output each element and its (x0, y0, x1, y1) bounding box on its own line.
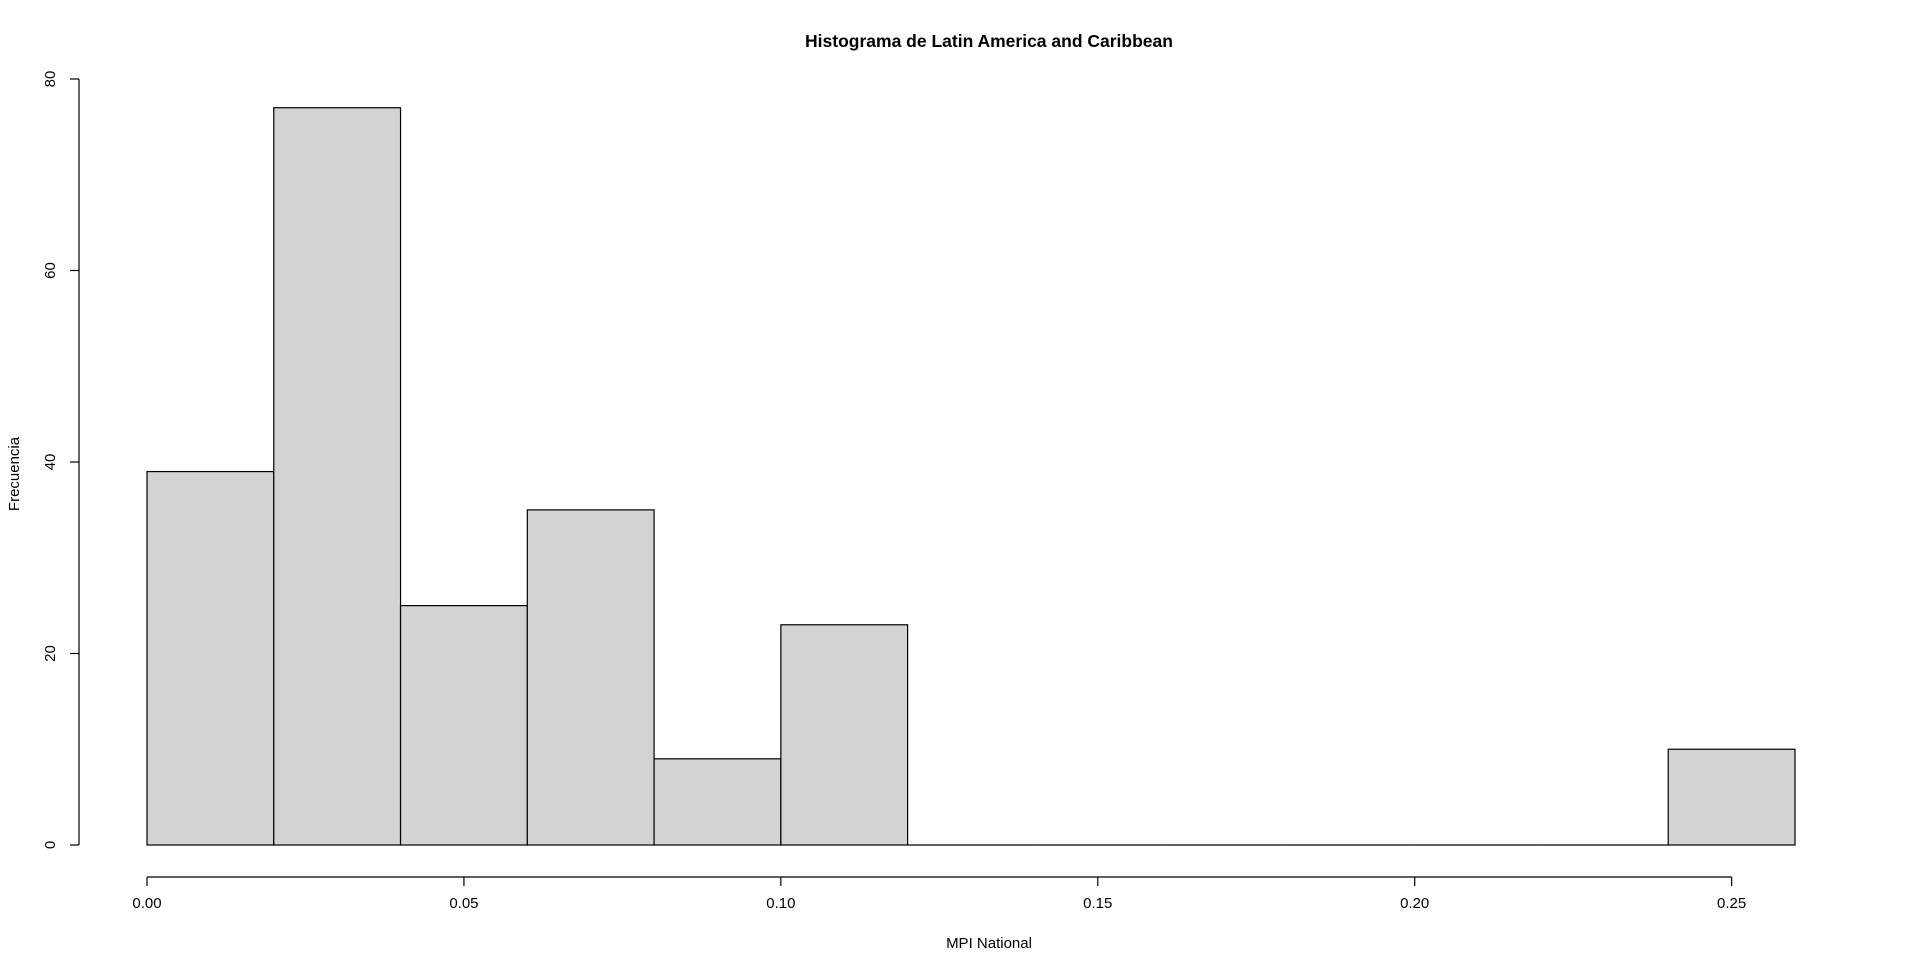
x-axis: 0.00 0.05 0.10 0.15 0.20 0.25 (132, 876, 1746, 912)
y-tick-label: 60 (42, 262, 59, 279)
x-tick-label: 0.15 (1083, 895, 1112, 912)
histogram-bar-12 (1667, 748, 1796, 846)
histogram-bar-0 (146, 470, 275, 846)
bars-layer (146, 107, 1796, 846)
y-tick-label: 80 (42, 71, 59, 88)
x-tick-label: 0.25 (1717, 895, 1746, 912)
histogram-bar-1 (273, 107, 402, 846)
x-axis-label: MPI National (946, 935, 1032, 952)
y-axis-label: Frecuencia (6, 436, 23, 511)
histogram-bar-5 (780, 624, 909, 846)
y-tick-label: 40 (42, 454, 59, 471)
chart-title: Histograma de Latin America and Caribbea… (805, 31, 1173, 51)
y-tick-label: 20 (42, 645, 59, 662)
x-tick-label: 0.20 (1400, 895, 1429, 912)
x-tick-label: 0.10 (766, 895, 795, 912)
x-tick-label: 0.05 (449, 895, 478, 912)
histogram-bar-3 (526, 509, 655, 846)
y-axis: 0 20 40 60 80 (42, 71, 80, 849)
histogram-bar-4 (653, 758, 782, 846)
histogram-bar-2 (399, 605, 528, 846)
x-tick-label: 0.00 (132, 895, 161, 912)
y-tick-label: 0 (42, 841, 59, 849)
